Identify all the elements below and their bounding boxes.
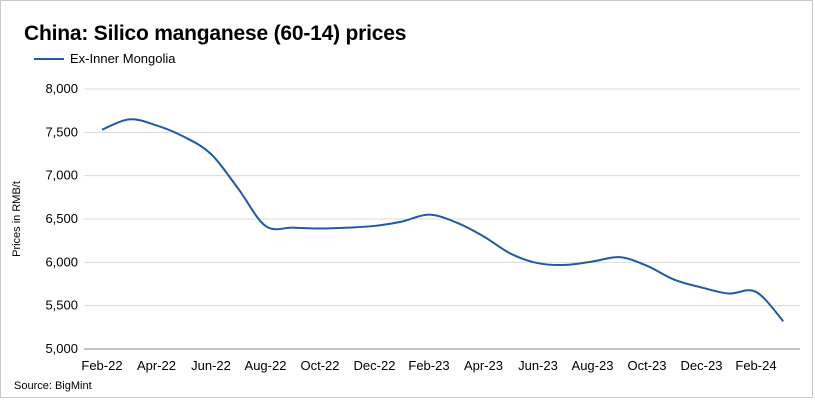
x-tick-label: Aug-22 [245, 358, 287, 373]
x-tick-label: Dec-22 [354, 358, 396, 373]
source-note: Source: BigMint [14, 380, 92, 392]
x-tick-label: Aug-23 [572, 358, 614, 373]
y-axis-title: Prices in RMB/t [11, 181, 23, 257]
x-tick-label: Jun-23 [518, 358, 558, 373]
legend-swatch [34, 57, 64, 60]
x-tick-label: Oct-23 [627, 358, 666, 373]
chart-title: China: Silico manganese (60-14) prices [24, 22, 407, 45]
x-tick-label: Apr-23 [464, 358, 503, 373]
y-tick-label: 6,000 [45, 254, 78, 269]
y-tick-label: 5,000 [45, 341, 78, 356]
x-tick-label: Dec-23 [681, 358, 723, 373]
y-tick-label: 8,000 [45, 81, 78, 96]
y-tick-label: 6,500 [45, 211, 78, 226]
y-tick-label: 7,000 [45, 168, 78, 183]
x-tick-label: Feb-24 [735, 358, 776, 373]
y-tick-label: 5,500 [45, 298, 78, 313]
legend-label: Ex-Inner Mongolia [70, 51, 176, 66]
x-tick-label: Feb-23 [408, 358, 449, 373]
x-tick-label: Apr-22 [137, 358, 176, 373]
x-tick-label: Jun-22 [191, 358, 231, 373]
x-tick-label: Oct-22 [300, 358, 339, 373]
x-tick-label: Feb-22 [81, 358, 122, 373]
y-tick-label: 7,500 [45, 124, 78, 139]
series-line [101, 118, 785, 322]
chart-legend: Ex-Inner Mongolia [34, 51, 176, 66]
